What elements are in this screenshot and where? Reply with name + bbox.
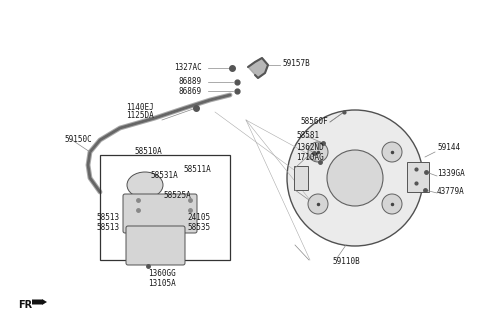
Text: FR: FR [18, 300, 32, 310]
Text: 58581: 58581 [296, 132, 319, 140]
Circle shape [327, 150, 383, 206]
Text: 1327AC: 1327AC [174, 64, 202, 72]
Circle shape [382, 194, 402, 214]
Text: 59144: 59144 [437, 144, 460, 153]
Polygon shape [248, 58, 268, 78]
Text: 86869: 86869 [179, 87, 202, 95]
Text: 59157B: 59157B [282, 58, 310, 68]
FancyBboxPatch shape [407, 162, 429, 192]
Text: 86889: 86889 [179, 77, 202, 87]
Text: 58511A: 58511A [183, 165, 211, 174]
Text: 13105A: 13105A [148, 278, 176, 288]
Circle shape [308, 142, 328, 162]
Text: 58560F: 58560F [300, 117, 328, 127]
Text: 1140EJ: 1140EJ [126, 102, 154, 112]
Text: 59150C: 59150C [64, 135, 92, 145]
FancyArrow shape [32, 299, 47, 305]
Ellipse shape [127, 172, 163, 198]
Text: 43779A: 43779A [437, 187, 465, 195]
Text: 1710AG: 1710AG [296, 154, 324, 162]
Text: 59110B: 59110B [332, 257, 360, 266]
FancyBboxPatch shape [123, 194, 197, 233]
Text: 1360GG: 1360GG [148, 270, 176, 278]
Circle shape [382, 142, 402, 162]
Text: 1125DA: 1125DA [126, 112, 154, 120]
Text: 58535: 58535 [187, 223, 210, 233]
Text: 1339GA: 1339GA [437, 170, 465, 178]
Bar [100, 155, 230, 260]
Text: 1362ND: 1362ND [296, 144, 324, 153]
Circle shape [308, 194, 328, 214]
Text: 58513: 58513 [97, 223, 120, 233]
Text: 58531A: 58531A [150, 172, 178, 180]
Text: 58510A: 58510A [134, 148, 162, 156]
FancyBboxPatch shape [126, 226, 185, 265]
Circle shape [287, 110, 423, 246]
Text: 58513: 58513 [97, 214, 120, 222]
FancyBboxPatch shape [294, 166, 308, 190]
Text: 58525A: 58525A [163, 192, 191, 200]
Text: 24105: 24105 [187, 214, 210, 222]
